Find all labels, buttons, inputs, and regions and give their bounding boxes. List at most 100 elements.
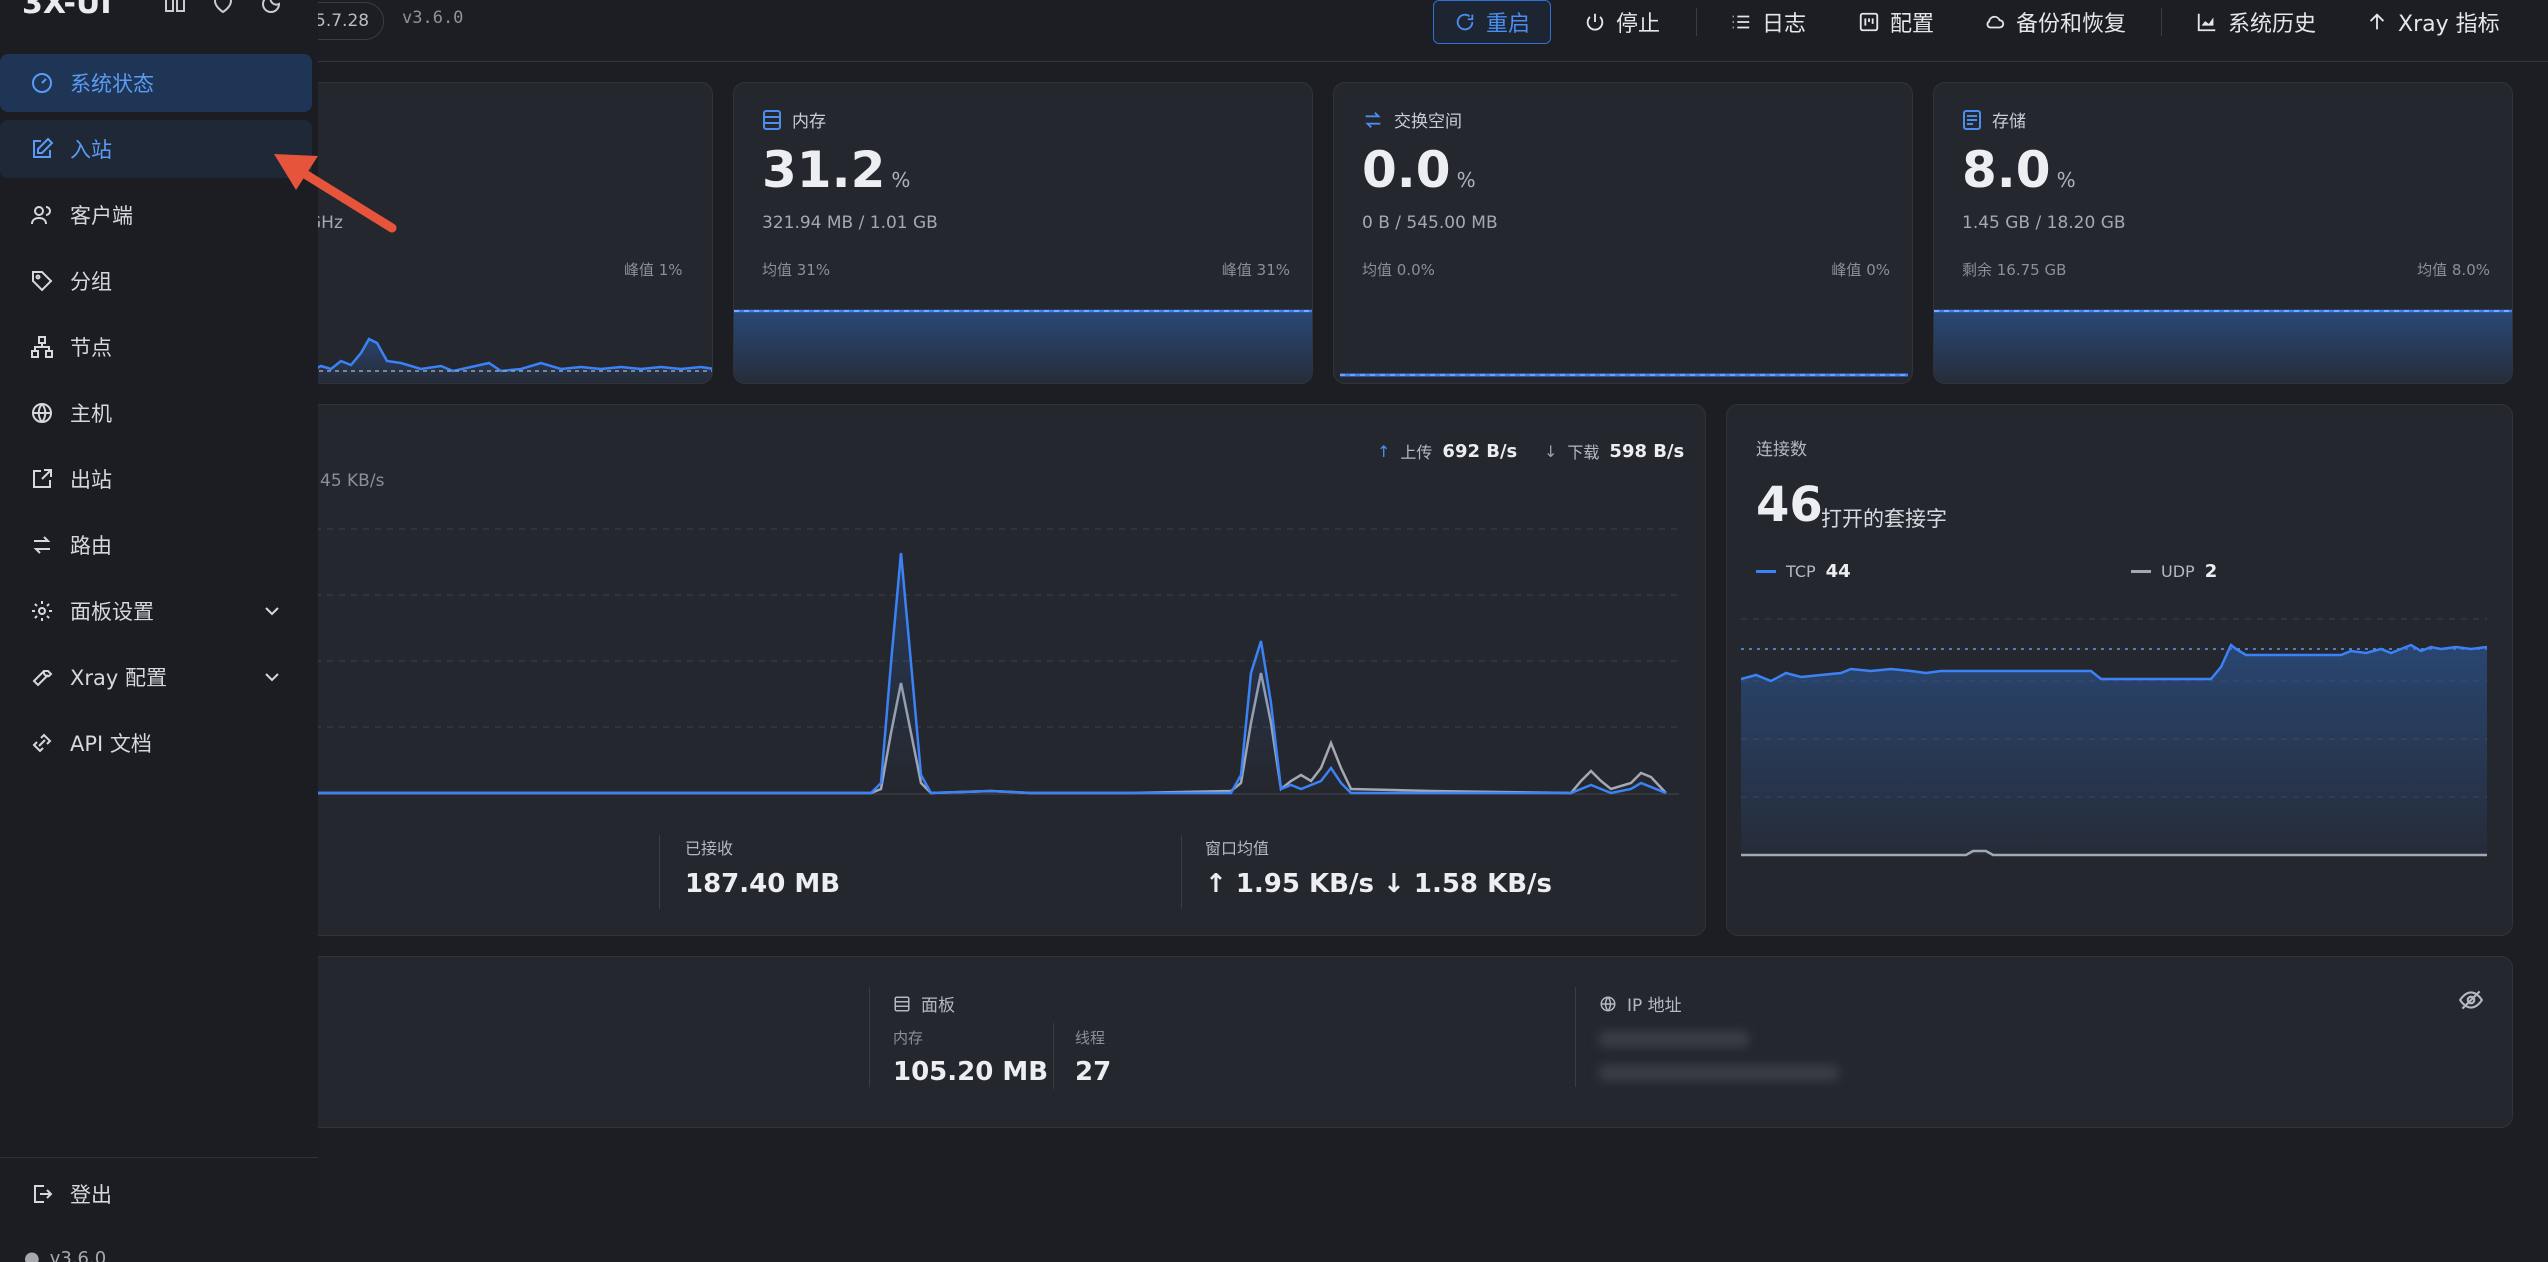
- header-divider: [1696, 8, 1697, 36]
- annotation-arrow-icon: [274, 154, 397, 233]
- panel-threads-value: 27: [1075, 1057, 1112, 1087]
- panel-threads-label: 线程: [1075, 1029, 1106, 1047]
- sidebar-item-label: 入站: [70, 138, 112, 162]
- theme-icon[interactable]: [258, 0, 284, 16]
- swap-detail: 0 B / 545.00 MB: [1362, 213, 1498, 233]
- chevron-down-icon: [265, 607, 279, 616]
- memory-card: 内存 31.2% 321.94 MB / 1.01 GB 均值 31% 峰值 3…: [733, 82, 1313, 384]
- storage-title: 存储: [1962, 107, 2026, 132]
- ip-title-text: IP 地址: [1627, 996, 1682, 1016]
- sidebar-item-inbound[interactable]: 入站: [0, 120, 312, 178]
- ipv6-blurred: [1599, 1065, 1839, 1081]
- config-icon: [1859, 12, 1879, 32]
- storage-avg: 均值 8.0%: [2417, 261, 2490, 279]
- sidebar-item-nodes[interactable]: 节点: [0, 318, 312, 376]
- panel-memory-label: 内存: [893, 1029, 924, 1047]
- connections-count: 46: [1756, 477, 1823, 533]
- connections-title: 连接数: [1756, 440, 1807, 460]
- sidebar-item-xray-config[interactable]: Xray 配置: [0, 648, 312, 706]
- logs-button[interactable]: 日志: [1730, 0, 1806, 44]
- swap-card: 交换空间 0.0% 0 B / 545.00 MB 均值 0.0% 峰值 0%: [1333, 82, 1913, 384]
- export-icon: [33, 469, 52, 488]
- area-chart-icon: [2197, 13, 2216, 32]
- sidebar-item-label: 分组: [70, 270, 112, 294]
- sidebar-footer: ● v3.6.0: [24, 1248, 106, 1262]
- logout-button[interactable]: 登出: [0, 1165, 312, 1223]
- udp-value: 2: [2204, 561, 2218, 582]
- memory-icon: [763, 109, 781, 130]
- github-icon: ●: [24, 1248, 40, 1262]
- history-label: 系统历史: [2228, 12, 2317, 37]
- swap-icon: [33, 536, 51, 554]
- config-button[interactable]: 配置: [1858, 0, 1934, 44]
- cloud-icon: [1986, 15, 2005, 29]
- storage-remaining: 剩余 16.75 GB: [1962, 261, 2067, 279]
- power-icon: [1586, 13, 1604, 31]
- book-icon[interactable]: [162, 0, 188, 16]
- panel-title-text: 面板: [921, 996, 955, 1016]
- restart-button[interactable]: 重启: [1433, 0, 1552, 44]
- tcp-legend: TCP 44: [1756, 561, 1851, 582]
- logout-label: 登出: [70, 1183, 112, 1207]
- window-avg-label: 窗口均值: [1205, 839, 1270, 858]
- eye-off-icon[interactable]: [2458, 987, 2484, 1013]
- list-icon: [1732, 15, 1750, 29]
- api-icon: [32, 733, 52, 753]
- traffic-card: 45 KB/s ↑ 上传 692 B/s ↓ 下载 598 B/s 已接收 18…: [230, 404, 1706, 936]
- upload-label: 上传: [1400, 443, 1433, 462]
- swap-title: 交换空间: [1362, 107, 1462, 132]
- storage-detail: 1.45 GB / 18.20 GB: [1962, 213, 2126, 233]
- storage-sparkline: [1934, 309, 2512, 383]
- sidebar-item-clients[interactable]: 客户端: [0, 186, 312, 244]
- upload-value: 692 B/s: [1442, 440, 1518, 462]
- storage-title-text: 存储: [1992, 112, 2026, 132]
- sidebar-item-outbound[interactable]: 出站: [0, 450, 312, 508]
- logout-icon: [34, 1185, 53, 1203]
- sidebar-item-status[interactable]: 系统状态: [0, 54, 312, 112]
- tcp-legend-swatch: [1756, 570, 1776, 573]
- sidebar-item-routing[interactable]: 路由: [0, 516, 312, 574]
- xray-metrics-button[interactable]: Xray 指标: [2366, 0, 2500, 44]
- sidebar-item-groups[interactable]: 分组: [0, 252, 312, 310]
- sidebar: 3X-UI 系统状态 入站 客户端 分组 节点 主机 出站 路由 面板设置: [0, 0, 318, 1262]
- memory-value: 31.2%: [762, 141, 911, 199]
- cluster-icon: [31, 336, 53, 358]
- config-label: 配置: [1890, 12, 1935, 37]
- memory-peak: 峰值 31%: [1221, 261, 1290, 279]
- memory-avg: 均值 31%: [762, 261, 831, 279]
- globe-icon: [1600, 996, 1616, 1011]
- sidebar-item-label: 客户端: [70, 204, 133, 228]
- sidebar-item-label: 节点: [70, 336, 112, 360]
- arrow-up-icon: ↑: [1377, 441, 1391, 461]
- udp-label: UDP: [2161, 562, 2195, 581]
- sidebar-divider: [0, 1157, 318, 1158]
- chevron-down-icon: [265, 673, 279, 682]
- stat-divider: [1181, 835, 1182, 909]
- restart-label: 重启: [1486, 12, 1531, 37]
- stat-divider: [659, 835, 660, 909]
- upload-rate: ↑ 上传 692 B/s: [1377, 439, 1517, 463]
- sidebar-item-panel-settings[interactable]: 面板设置: [0, 582, 312, 640]
- dashboard-icon: [32, 73, 52, 93]
- memory-sparkline: [734, 309, 1312, 383]
- udp-legend: UDP 2: [2131, 561, 2217, 582]
- sidebar-item-label: 面板设置: [70, 600, 154, 624]
- received-label: 已接收: [685, 839, 734, 858]
- ip-title: IP 地址: [1599, 991, 1682, 1016]
- tcp-value: 44: [1825, 561, 1851, 582]
- connections-card: 连接数 46 打开的套接字 TCP 44 UDP 2: [1726, 404, 2513, 936]
- history-button[interactable]: 系统历史: [2196, 0, 2316, 44]
- heart-icon[interactable]: [210, 0, 236, 16]
- stop-button[interactable]: 停止: [1584, 0, 1660, 44]
- sidebar-item-label: 路由: [70, 534, 112, 558]
- xray-version-text: v3.6.0: [402, 8, 464, 28]
- sidebar-item-api-docs[interactable]: API 文档: [0, 714, 312, 772]
- traffic-axis-fragment: 45 KB/s: [320, 471, 385, 491]
- sidebar-item-hosts[interactable]: 主机: [0, 384, 312, 442]
- top-header: 5.7.28 v3.6.0 重启 停止 日志 配置 备份和恢复 系统历史 Xra…: [0, 0, 2548, 62]
- logs-label: 日志: [1762, 12, 1807, 37]
- backup-button[interactable]: 备份和恢复: [1984, 0, 2126, 44]
- footer-version: v3.6.0: [49, 1248, 107, 1262]
- memory-detail: 321.94 MB / 1.01 GB: [762, 213, 938, 233]
- swap-value: 0.0%: [1362, 141, 1476, 199]
